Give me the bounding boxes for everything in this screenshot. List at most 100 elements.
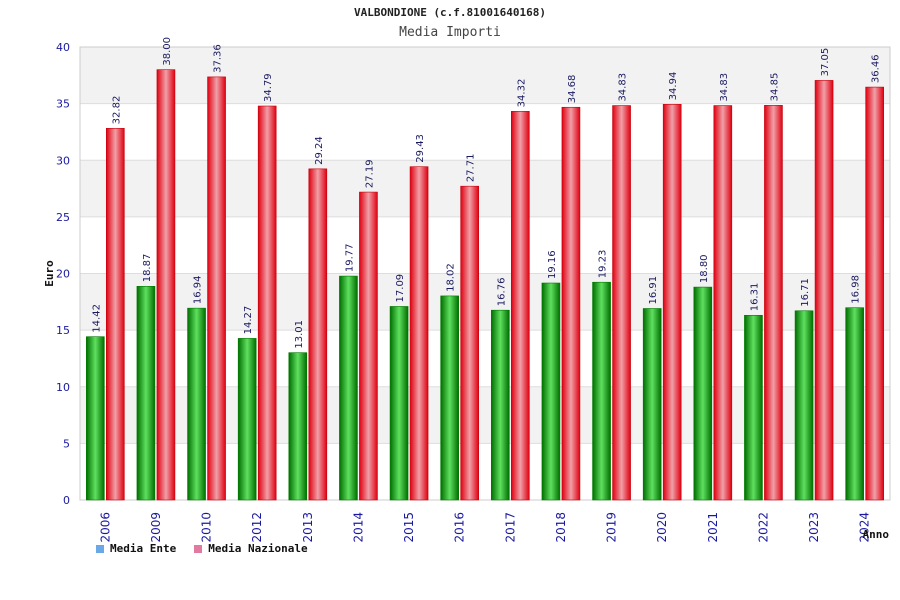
data-label: 27.71 <box>466 154 477 183</box>
bar-ente <box>288 352 308 501</box>
data-label: 27.19 <box>364 159 375 188</box>
x-tick-label: 2024 <box>858 512 872 543</box>
bar-nazionale <box>561 106 581 501</box>
data-label: 19.77 <box>344 243 355 272</box>
bar-ente <box>187 307 206 501</box>
data-label: 34.79 <box>263 73 274 102</box>
y-axis-label: Euro <box>43 260 56 287</box>
data-label: 37.36 <box>213 44 224 73</box>
bar-ente <box>136 285 156 501</box>
x-tick-label: 2012 <box>250 512 264 543</box>
data-label: 37.05 <box>820 48 831 77</box>
bar-ente <box>693 286 713 501</box>
data-label: 34.32 <box>516 79 527 108</box>
y-tick-label: 25 <box>56 211 70 224</box>
bar-nazionale <box>662 104 682 501</box>
bar-ente <box>642 308 662 501</box>
legend-swatch-nazionale <box>194 544 203 553</box>
legend-item-nazionale: Media Nazionale <box>194 542 308 555</box>
bar-ente <box>86 336 105 501</box>
y-tick-label: 15 <box>56 324 70 337</box>
bar-ente <box>339 275 358 501</box>
x-tick-label: 2013 <box>301 512 315 543</box>
bar-nazionale <box>814 80 834 501</box>
data-label: 19.16 <box>547 250 558 279</box>
bar-ente <box>744 314 763 501</box>
bar-ente <box>541 282 561 501</box>
x-tick-label: 2017 <box>503 512 517 543</box>
data-label: 34.85 <box>769 73 780 102</box>
bar-ente <box>794 310 814 501</box>
bar-ente <box>237 338 257 501</box>
bar-nazionale <box>308 168 328 501</box>
data-label: 29.24 <box>314 136 325 165</box>
data-label: 16.71 <box>800 278 811 307</box>
x-axis-label: Anno <box>863 528 890 541</box>
y-tick-label: 30 <box>56 154 70 167</box>
y-tick-label: 0 <box>63 494 70 507</box>
x-tick-label: 2020 <box>655 512 669 543</box>
data-label: 13.01 <box>294 320 305 349</box>
data-label: 36.46 <box>871 54 882 83</box>
bar-nazionale <box>865 86 884 501</box>
x-tick-label: 2022 <box>756 512 770 543</box>
data-label: 16.91 <box>648 276 659 305</box>
x-tick-label: 2016 <box>453 512 467 543</box>
bar-ente <box>592 281 611 501</box>
data-label: 14.27 <box>243 306 254 335</box>
bar-nazionale <box>409 166 429 501</box>
legend-label-ente: Media Ente <box>110 542 177 555</box>
bar-ente <box>440 295 459 501</box>
data-label: 34.83 <box>719 73 730 102</box>
data-label: 18.80 <box>699 254 710 283</box>
x-tick-label: 2021 <box>706 512 720 543</box>
data-label: 34.83 <box>618 73 629 102</box>
legend-swatch-ente <box>96 544 104 553</box>
x-tick-label: 2015 <box>402 512 416 543</box>
bar-nazionale <box>156 69 176 501</box>
bar-ente <box>491 309 510 501</box>
bar-nazionale <box>359 191 378 501</box>
data-label: 17.09 <box>395 274 406 303</box>
data-label: 19.23 <box>598 250 609 279</box>
data-label: 18.02 <box>446 263 457 292</box>
legend-item-ente: Media Ente <box>96 542 176 555</box>
y-tick-label: 40 <box>56 41 70 54</box>
data-label: 38.00 <box>162 37 173 66</box>
x-tick-label: 2019 <box>605 512 619 543</box>
plot-area <box>79 46 891 501</box>
data-label: 34.68 <box>567 75 578 104</box>
data-label: 32.82 <box>111 96 122 125</box>
bar-nazionale <box>612 105 631 501</box>
data-label: 16.94 <box>193 276 204 305</box>
y-tick-label: 35 <box>56 98 70 111</box>
y-tick-label: 5 <box>63 437 70 450</box>
bar-nazionale <box>106 128 125 501</box>
bar-ente <box>845 307 864 501</box>
x-tick-label: 2014 <box>351 512 365 543</box>
x-tick-label: 2018 <box>554 512 568 543</box>
x-tick-label: 2023 <box>807 512 821 543</box>
data-label: 16.76 <box>496 278 507 307</box>
data-label: 14.42 <box>91 304 102 333</box>
bar-nazionale <box>207 76 226 501</box>
bar-nazionale <box>257 105 277 501</box>
legend: Media Ente Media Nazionale <box>96 542 308 555</box>
x-tick-label: 2009 <box>149 512 163 543</box>
bar-nazionale <box>713 105 733 501</box>
bar-ente <box>389 306 409 501</box>
bar-nazionale <box>460 185 479 501</box>
x-tick-label: 2006 <box>98 512 112 543</box>
x-tick-label: 2010 <box>200 512 214 543</box>
y-tick-label: 20 <box>56 268 70 281</box>
chart-subtitle: Media Importi <box>399 25 501 40</box>
data-label: 18.87 <box>142 254 153 283</box>
y-tick-label: 10 <box>56 381 70 394</box>
data-label: 16.98 <box>851 275 862 304</box>
legend-label-nazionale: Media Nazionale <box>208 542 308 555</box>
bar-nazionale <box>511 111 530 501</box>
data-label: 29.43 <box>415 134 426 163</box>
data-label: 16.31 <box>749 283 760 312</box>
chart-title: VALBONDIONE (c.f.81001640168) <box>353 6 547 19</box>
